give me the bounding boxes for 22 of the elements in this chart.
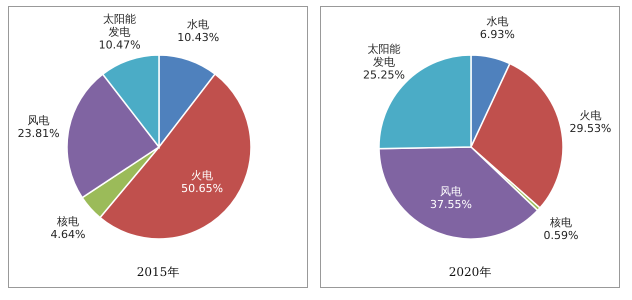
slice-label: 火电	[578, 109, 602, 122]
data-label: 6.93%	[480, 28, 515, 41]
slice-label: 水电	[485, 14, 510, 28]
data-label: 37.55%	[430, 198, 472, 212]
slice-label: 太阳能发电	[366, 42, 402, 68]
data-label: 10.47%	[98, 38, 141, 52]
data-label: 50.65%	[181, 182, 224, 195]
slice-label: 风电	[438, 185, 463, 198]
data-label: 23.81%	[18, 126, 60, 140]
slice-label: 太阳能发电	[102, 12, 138, 38]
slice-label: 火电	[190, 168, 214, 182]
data-label: 0.59%	[543, 229, 578, 242]
data-label: 25.25%	[362, 68, 405, 82]
slice-label: 核电	[56, 215, 80, 228]
slice-label: 核电	[548, 216, 573, 230]
data-label: 29.53%	[569, 122, 612, 136]
slice-label: 水电	[186, 18, 210, 32]
data-label: 10.43%	[177, 31, 220, 44]
text: 2015年	[136, 264, 180, 281]
data-label: 4.64%	[50, 228, 86, 242]
slice-label: 风电	[26, 114, 51, 127]
text: 2020年	[448, 264, 492, 281]
